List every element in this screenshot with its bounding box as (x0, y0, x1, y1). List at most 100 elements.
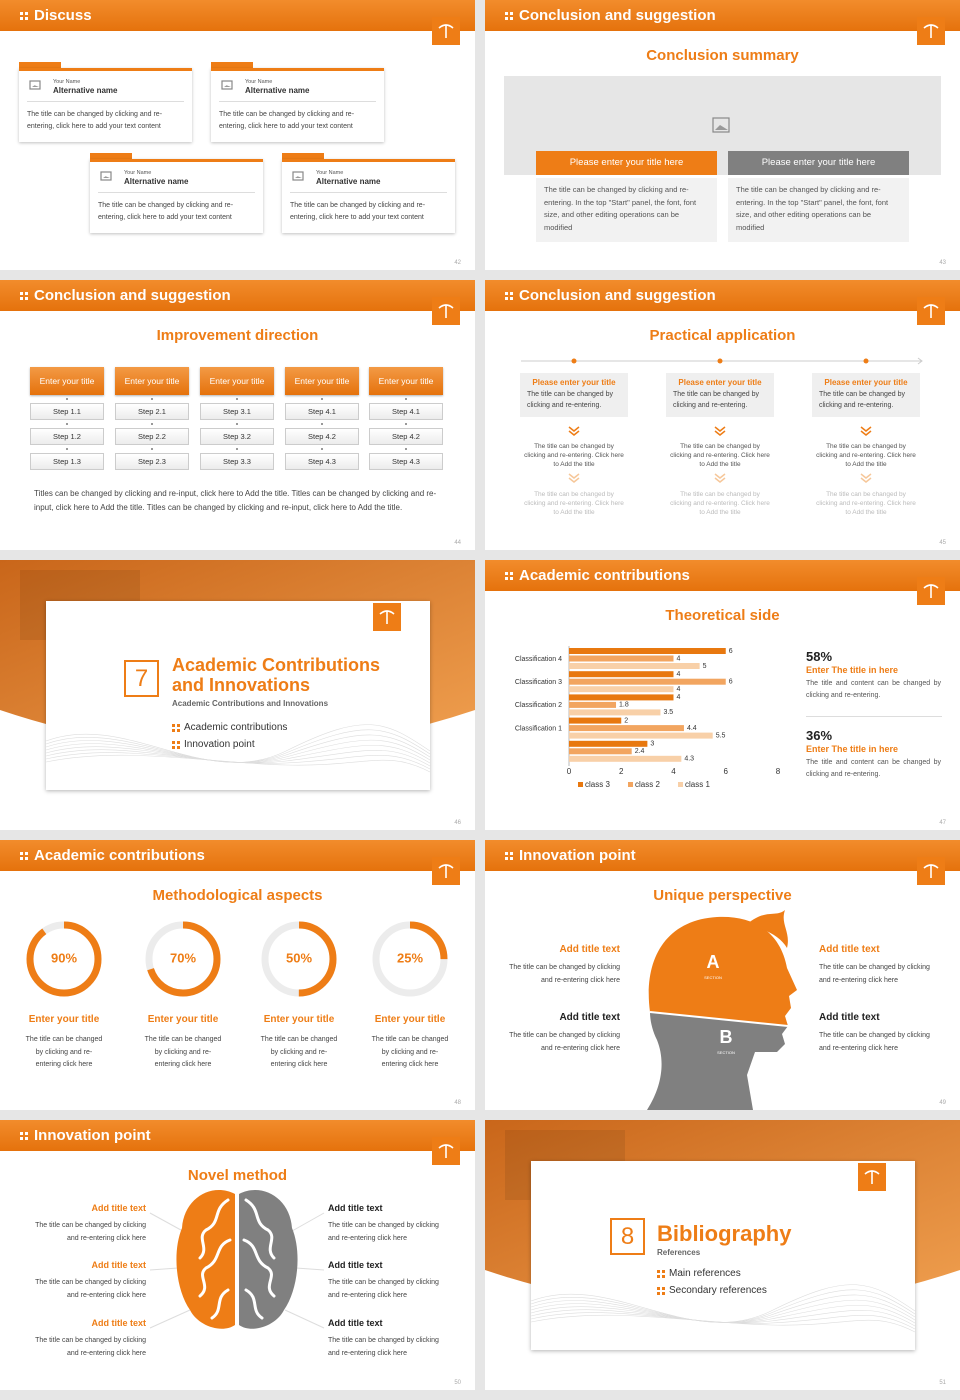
data-label: 6 (729, 648, 733, 655)
box-title: Please enter your title here (536, 151, 717, 175)
dot (25, 857, 28, 860)
wave (530, 1284, 916, 1323)
divider-item: Main references (669, 1268, 741, 1279)
logo-mark (923, 24, 939, 38)
note: The title can be changed by clicking and… (816, 443, 916, 468)
brain (149, 1189, 325, 1329)
dot (505, 857, 508, 860)
column-title: Enter your title (30, 367, 104, 395)
step-box: Step 3.2 (200, 428, 274, 445)
header-bar (485, 280, 960, 311)
step-connector (321, 398, 323, 400)
page-number: 50 (454, 1380, 461, 1386)
card-text: The title can be changed by clicking and… (98, 202, 234, 221)
practice-text: The title can be changed by clicking and… (673, 391, 760, 409)
head-caption: SECTION (717, 1050, 735, 1055)
wave (45, 752, 431, 770)
header-bar (485, 0, 960, 31)
item-text: The title can be changed by clicking and… (328, 1279, 439, 1299)
logo (917, 297, 945, 325)
card: Your Name Alternative name The title can b… (282, 159, 455, 233)
page-number: 46 (454, 820, 461, 826)
note-faded: The title can be changed by clicking and… (670, 491, 770, 516)
image-icon (29, 80, 41, 90)
connector (295, 1267, 325, 1271)
hair (747, 910, 788, 948)
bar (569, 694, 674, 701)
header-title: Conclusion and suggestion (34, 287, 231, 304)
dot (510, 297, 513, 300)
donut-arc (261, 921, 337, 997)
donut-label: 70% (170, 950, 196, 965)
donut-arc (372, 921, 448, 997)
head-bottom (647, 1012, 788, 1110)
dot (20, 857, 23, 860)
brain-fold (242, 1238, 276, 1298)
donuts: 90% 70% 50% 25% (26, 921, 448, 997)
header-title: Conclusion and suggestion (519, 7, 716, 24)
chevron (860, 473, 872, 483)
divider (98, 192, 255, 193)
wave (530, 1314, 916, 1333)
step-box: Step 4.2 (285, 428, 359, 445)
dot (657, 1287, 660, 1290)
bar (569, 648, 726, 654)
divider-title: Academic Contributions and Innovations (172, 655, 381, 695)
card-name: Alternative name (124, 177, 189, 186)
dot (20, 297, 23, 300)
header-bar (0, 840, 475, 871)
wave (45, 724, 431, 763)
practice-text: The title can be changed by clicking and… (819, 391, 906, 409)
column-title: Enter your title (369, 367, 443, 395)
slide: Conclusion and suggestion Improvement dir… (0, 280, 475, 550)
slide: Conclusion and suggestion Practical appli… (485, 280, 960, 550)
note-faded: The title can be changed by clicking and… (524, 491, 624, 516)
timeline (521, 357, 923, 483)
header-title: Innovation point (34, 1127, 151, 1144)
data-label: 1.8 (619, 702, 629, 709)
page-number: 43 (939, 260, 946, 266)
item-title: Add title text (819, 1012, 880, 1023)
header-bar (0, 1120, 475, 1151)
logo-mark (923, 864, 939, 878)
header-bar (0, 280, 475, 311)
item-title: Add title text (328, 1203, 383, 1213)
data-label: 4 (677, 671, 681, 678)
card-name: Alternative name (316, 177, 381, 186)
dot (510, 577, 513, 580)
connector (284, 1309, 325, 1329)
card-name: Alternative name (53, 86, 118, 95)
icon-frame (100, 171, 112, 181)
step-box: Step 1.2 (30, 428, 104, 445)
header-title: Innovation point (519, 847, 636, 864)
dot (25, 1137, 28, 1140)
logo (432, 297, 460, 325)
bar (569, 748, 632, 755)
wave (45, 754, 431, 773)
icon-hill (103, 176, 110, 178)
dot (662, 1292, 665, 1295)
item-title: Add title text (819, 944, 880, 955)
stat-value: 58% (806, 649, 833, 664)
icon-hill (715, 125, 728, 130)
slide: Academic contributions Theoretical side 47… (485, 560, 960, 830)
bar (569, 655, 674, 662)
number-box: 7 (124, 660, 159, 697)
dot (177, 741, 180, 744)
divider-item: Secondary references (669, 1285, 767, 1296)
step-box: Step 4.1 (369, 403, 443, 420)
dot (20, 1137, 23, 1140)
dots-icon (20, 852, 28, 860)
title-card (45, 601, 431, 790)
item-text: The title can be changed by clicking and… (509, 1032, 620, 1052)
data-label: 3 (650, 741, 654, 748)
practice-box: Please enter your title The title can be … (812, 373, 920, 417)
number-box: 8 (610, 1218, 645, 1255)
split (649, 1011, 789, 1027)
chevron (568, 473, 580, 483)
icon-hill (224, 85, 231, 87)
dot (172, 729, 175, 732)
item-title: Enter your title (147, 1014, 219, 1025)
dots-icon (657, 1287, 665, 1295)
dot (505, 292, 508, 295)
